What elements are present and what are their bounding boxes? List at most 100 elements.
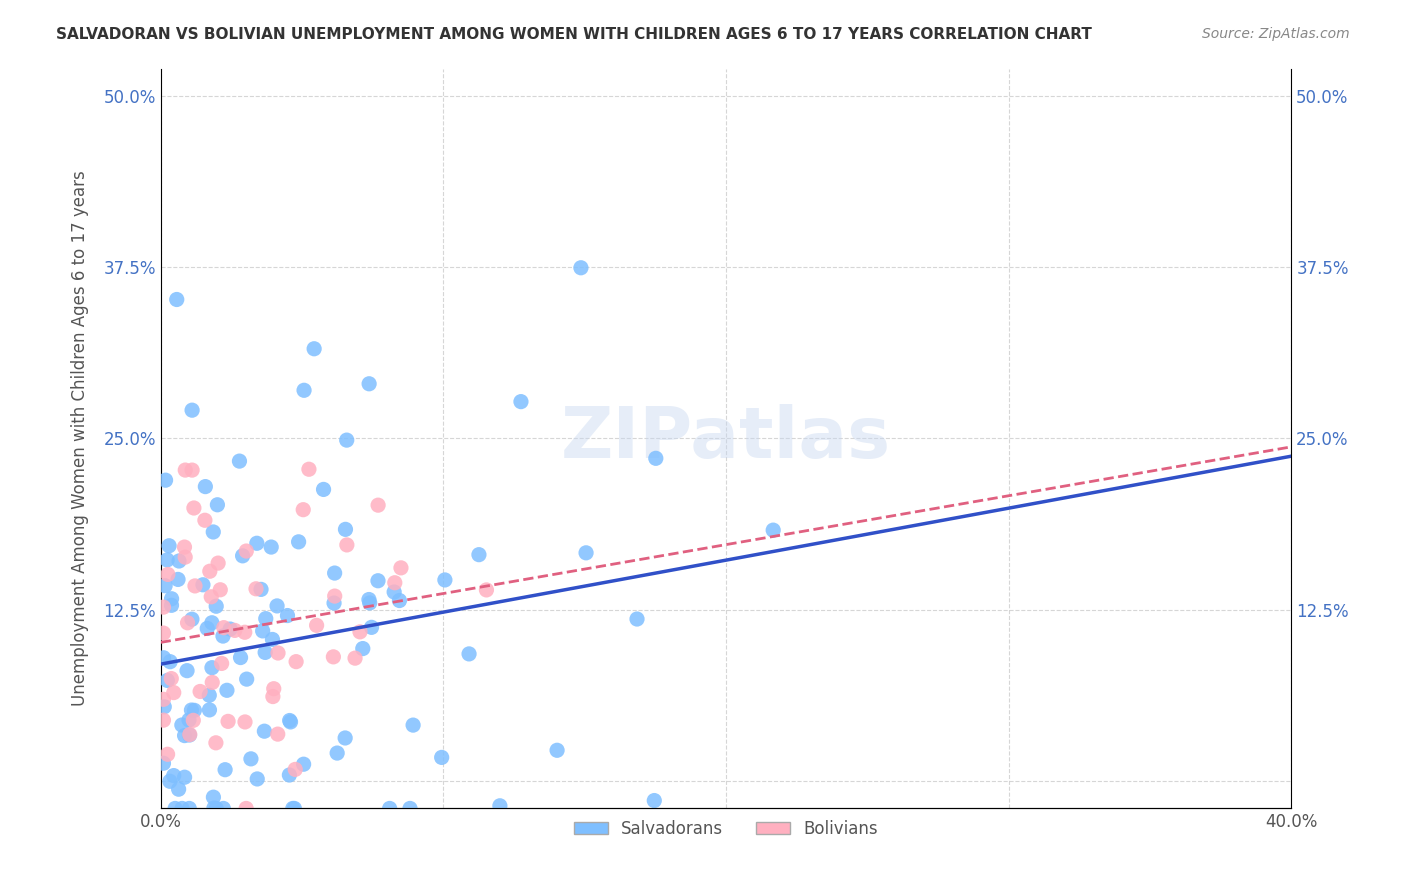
Bolivians: [194, 513, 217, 527]
Salvadorans: [281, 801, 304, 815]
Salvadorans: [219, 622, 242, 636]
Salvadorans: [644, 451, 666, 466]
Bolivians: [233, 714, 256, 729]
Salvadorans: [302, 342, 325, 356]
Bolivians: [207, 556, 229, 570]
Bolivians: [198, 564, 221, 578]
Salvadorans: [183, 703, 205, 717]
Salvadorans: [156, 553, 179, 567]
Salvadorans: [205, 801, 228, 815]
Bolivians: [267, 727, 290, 741]
Bolivians: [263, 681, 285, 696]
Salvadorans: [643, 793, 665, 807]
Bolivians: [224, 624, 246, 638]
Bolivians: [285, 655, 308, 669]
Bolivians: [305, 618, 328, 632]
Salvadorans: [382, 585, 405, 599]
Salvadorans: [246, 536, 269, 550]
Bolivians: [201, 675, 224, 690]
Bolivians: [217, 714, 239, 729]
Salvadorans: [575, 546, 598, 560]
Salvadorans: [153, 579, 176, 593]
Bolivians: [188, 684, 211, 698]
Salvadorans: [246, 772, 269, 786]
Salvadorans: [229, 650, 252, 665]
Salvadorans: [202, 524, 225, 539]
Salvadorans: [626, 612, 648, 626]
Salvadorans: [180, 703, 202, 717]
Salvadorans: [172, 801, 194, 815]
Bolivians: [152, 600, 174, 615]
Salvadorans: [166, 293, 188, 307]
Salvadorans: [430, 750, 453, 764]
Bolivians: [336, 538, 359, 552]
Salvadorans: [250, 582, 273, 597]
Salvadorans: [326, 746, 349, 760]
Salvadorans: [181, 612, 204, 626]
Bolivians: [245, 582, 267, 596]
Bolivians: [367, 498, 389, 512]
Salvadorans: [170, 718, 193, 732]
Salvadorans: [546, 743, 568, 757]
Salvadorans: [367, 574, 389, 588]
Salvadorans: [176, 664, 198, 678]
Salvadorans: [156, 673, 179, 688]
Bolivians: [344, 651, 367, 665]
Bolivians: [152, 692, 174, 706]
Salvadorans: [323, 596, 346, 610]
Salvadorans: [159, 774, 181, 789]
Bolivians: [323, 589, 346, 603]
Bolivians: [235, 544, 257, 558]
Salvadorans: [152, 650, 174, 665]
Salvadorans: [228, 454, 250, 468]
Salvadorans: [202, 801, 225, 815]
Salvadorans: [458, 647, 481, 661]
Salvadorans: [152, 756, 174, 771]
Bolivians: [212, 621, 235, 635]
Bolivians: [292, 502, 315, 516]
Salvadorans: [198, 688, 221, 702]
Salvadorans: [167, 782, 190, 797]
Salvadorans: [177, 713, 200, 727]
Bolivians: [173, 540, 195, 554]
Salvadorans: [359, 596, 381, 610]
Salvadorans: [489, 798, 512, 813]
Salvadorans: [278, 768, 301, 782]
Salvadorans: [278, 714, 301, 728]
Salvadorans: [232, 549, 254, 563]
Bolivians: [152, 713, 174, 727]
Salvadorans: [207, 498, 229, 512]
Salvadorans: [173, 729, 195, 743]
Salvadorans: [399, 801, 422, 815]
Salvadorans: [198, 703, 221, 717]
Bolivians: [475, 582, 498, 597]
Bolivians: [233, 625, 256, 640]
Bolivians: [267, 646, 290, 660]
Salvadorans: [191, 578, 214, 592]
Salvadorans: [360, 620, 382, 634]
Salvadorans: [357, 592, 380, 607]
Salvadorans: [202, 790, 225, 805]
Salvadorans: [276, 608, 298, 623]
Bolivians: [184, 579, 207, 593]
Salvadorans: [292, 757, 315, 772]
Bolivians: [156, 567, 179, 582]
Salvadorans: [235, 672, 257, 686]
Salvadorans: [352, 641, 374, 656]
Salvadorans: [179, 728, 201, 742]
Y-axis label: Unemployment Among Women with Children Ages 6 to 17 years: Unemployment Among Women with Children A…: [72, 170, 89, 706]
Salvadorans: [254, 612, 277, 626]
Bolivians: [298, 462, 321, 476]
Bolivians: [389, 561, 412, 575]
Salvadorans: [194, 480, 217, 494]
Salvadorans: [254, 645, 277, 659]
Salvadorans: [165, 801, 187, 815]
Salvadorans: [260, 540, 283, 554]
Salvadorans: [336, 433, 359, 447]
Salvadorans: [155, 473, 177, 487]
Bolivians: [205, 736, 228, 750]
Salvadorans: [167, 573, 190, 587]
Bolivians: [163, 685, 186, 699]
Salvadorans: [159, 655, 181, 669]
Salvadorans: [468, 548, 491, 562]
